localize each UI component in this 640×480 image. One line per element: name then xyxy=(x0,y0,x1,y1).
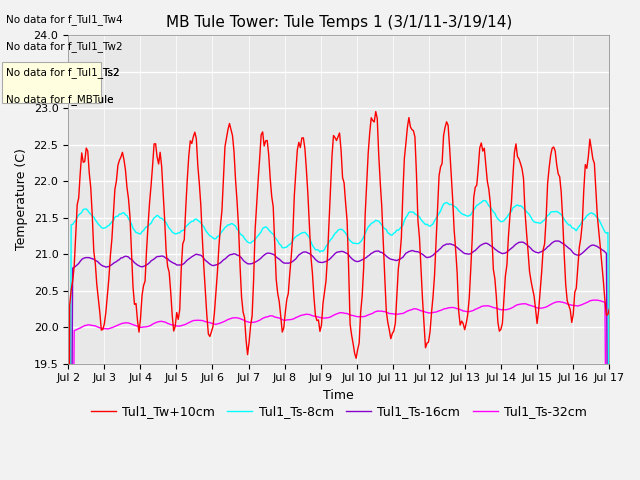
Tul1_Ts-8cm xyxy=(301,229,308,235)
Tul1_Ts-32cm xyxy=(131,323,138,328)
Line: Tul1_Ts-8cm: Tul1_Ts-8cm xyxy=(68,201,609,480)
Tul1_Ts-16cm xyxy=(577,252,584,257)
Tul1_Tw+10cm xyxy=(244,352,252,358)
Line: Tul1_Ts-16cm: Tul1_Ts-16cm xyxy=(68,241,609,480)
Line: Tul1_Tw+10cm: Tul1_Tw+10cm xyxy=(68,111,609,480)
Tul1_Ts-16cm xyxy=(131,260,138,265)
Text: No data for f_MBTule: No data for f_MBTule xyxy=(6,94,114,105)
Tul1_Tw+10cm xyxy=(577,235,584,241)
Tul1_Ts-16cm xyxy=(301,249,308,255)
Line: Tul1_Ts-32cm: Tul1_Ts-32cm xyxy=(68,300,609,480)
Text: No data for f_Tul1_Tw2: No data for f_Tul1_Tw2 xyxy=(6,41,123,52)
Tul1_Tw+10cm xyxy=(253,202,260,207)
Legend: Tul1_Tw+10cm, Tul1_Ts-8cm, Tul1_Ts-16cm, Tul1_Ts-32cm: Tul1_Tw+10cm, Tul1_Ts-8cm, Tul1_Ts-16cm,… xyxy=(86,400,592,423)
X-axis label: Time: Time xyxy=(323,389,354,402)
Tul1_Ts-32cm xyxy=(253,319,260,324)
Y-axis label: Temperature (C): Temperature (C) xyxy=(15,149,28,251)
Tul1_Ts-8cm xyxy=(226,222,234,228)
Tul1_Ts-16cm xyxy=(253,258,260,264)
Tul1_Tw+10cm xyxy=(372,108,380,114)
Title: MB Tule Tower: Tule Temps 1 (3/1/11-3/19/14): MB Tule Tower: Tule Temps 1 (3/1/11-3/19… xyxy=(166,15,512,30)
Tul1_Ts-8cm xyxy=(577,221,584,227)
Tul1_Ts-8cm xyxy=(253,235,260,240)
Text: No data for f_Tul1_Ts2: No data for f_Tul1_Ts2 xyxy=(6,67,120,78)
Text: No data for f_Tul1_Tw4: No data for f_Tul1_Tw4 xyxy=(6,14,123,25)
Tul1_Ts-8cm xyxy=(244,239,252,245)
Tul1_Ts-8cm xyxy=(131,228,138,233)
Tul1_Ts-32cm xyxy=(244,319,252,324)
Tul1_Ts-16cm xyxy=(244,261,252,266)
Tul1_Ts-32cm xyxy=(301,312,308,317)
Tul1_Ts-32cm xyxy=(226,316,234,322)
Text: No data for f_MBTule: No data for f_MBTule xyxy=(6,94,114,105)
Tul1_Ts-16cm xyxy=(226,252,234,258)
Text: No data for f_Tul1_Ts2: No data for f_Tul1_Ts2 xyxy=(6,67,120,78)
Tul1_Ts-32cm xyxy=(575,302,583,308)
Tul1_Tw+10cm xyxy=(226,120,234,126)
Tul1_Ts-32cm xyxy=(593,297,601,303)
Tul1_Ts-8cm xyxy=(481,198,488,204)
Tul1_Ts-16cm xyxy=(553,238,561,244)
Tul1_Tw+10cm xyxy=(131,301,138,307)
Tul1_Tw+10cm xyxy=(301,145,308,151)
Tul1_Tw+10cm xyxy=(605,306,613,312)
